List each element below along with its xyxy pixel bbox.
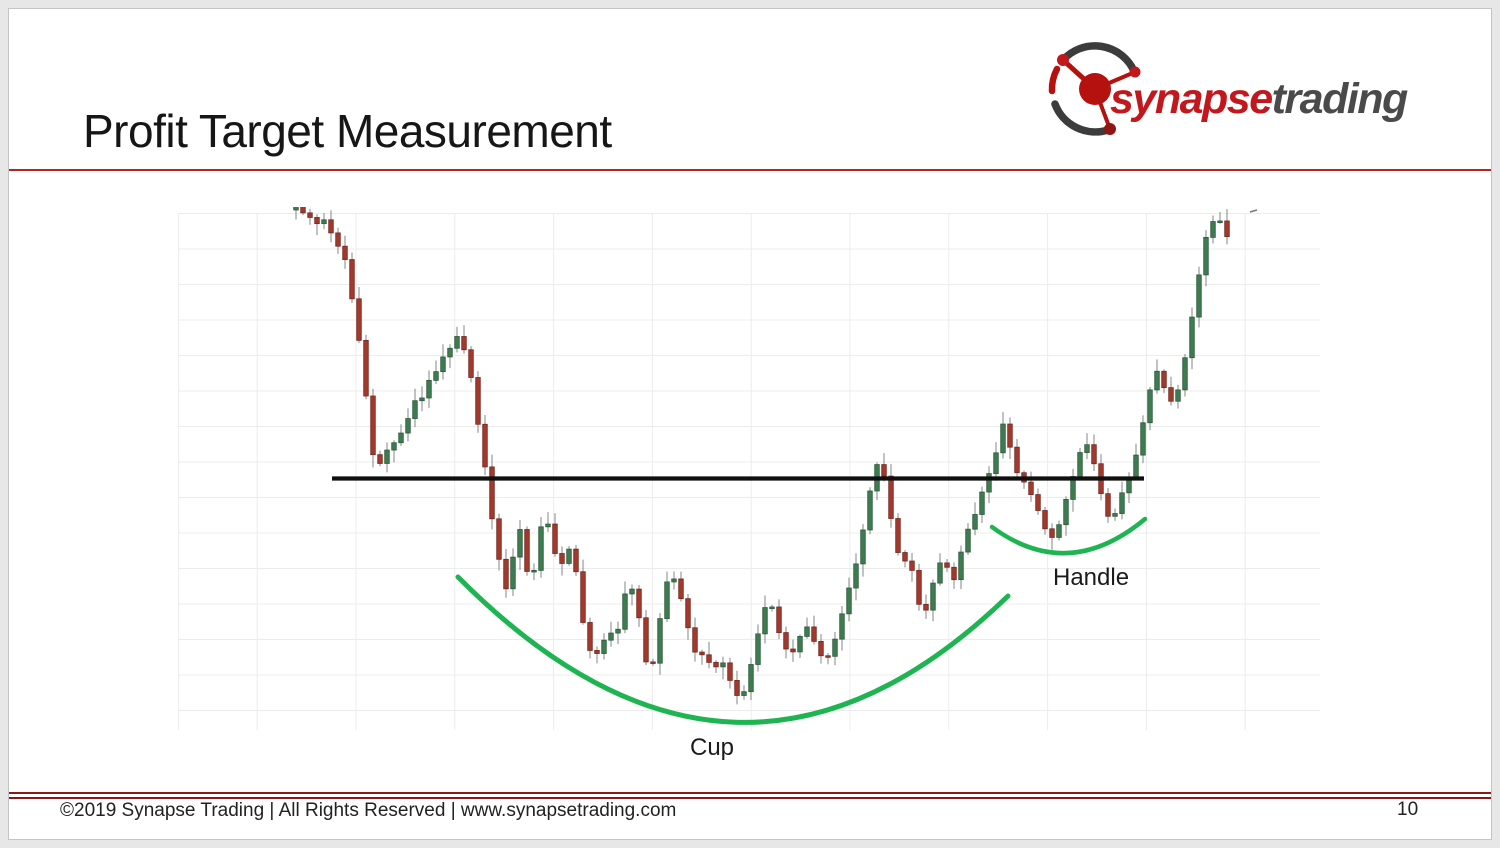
page-number: 10 (1397, 799, 1419, 820)
synapse-logo: synapsetrading (1040, 35, 1460, 145)
synapse-logo-icon (1048, 42, 1141, 136)
logo-text: synapsetrading (1110, 75, 1409, 124)
footer-rule (9, 792, 1491, 799)
page-title: Profit Target Measurement (83, 105, 612, 157)
logo-text-secondary: trading (1271, 75, 1409, 123)
logo-text-primary: synapse (1110, 75, 1273, 123)
handle-label: Handle (1053, 564, 1130, 591)
footer-text: ©2019 Synapse Trading | All Rights Reser… (60, 800, 677, 821)
title-rule (9, 169, 1491, 171)
cup-label: Cup (690, 734, 735, 761)
